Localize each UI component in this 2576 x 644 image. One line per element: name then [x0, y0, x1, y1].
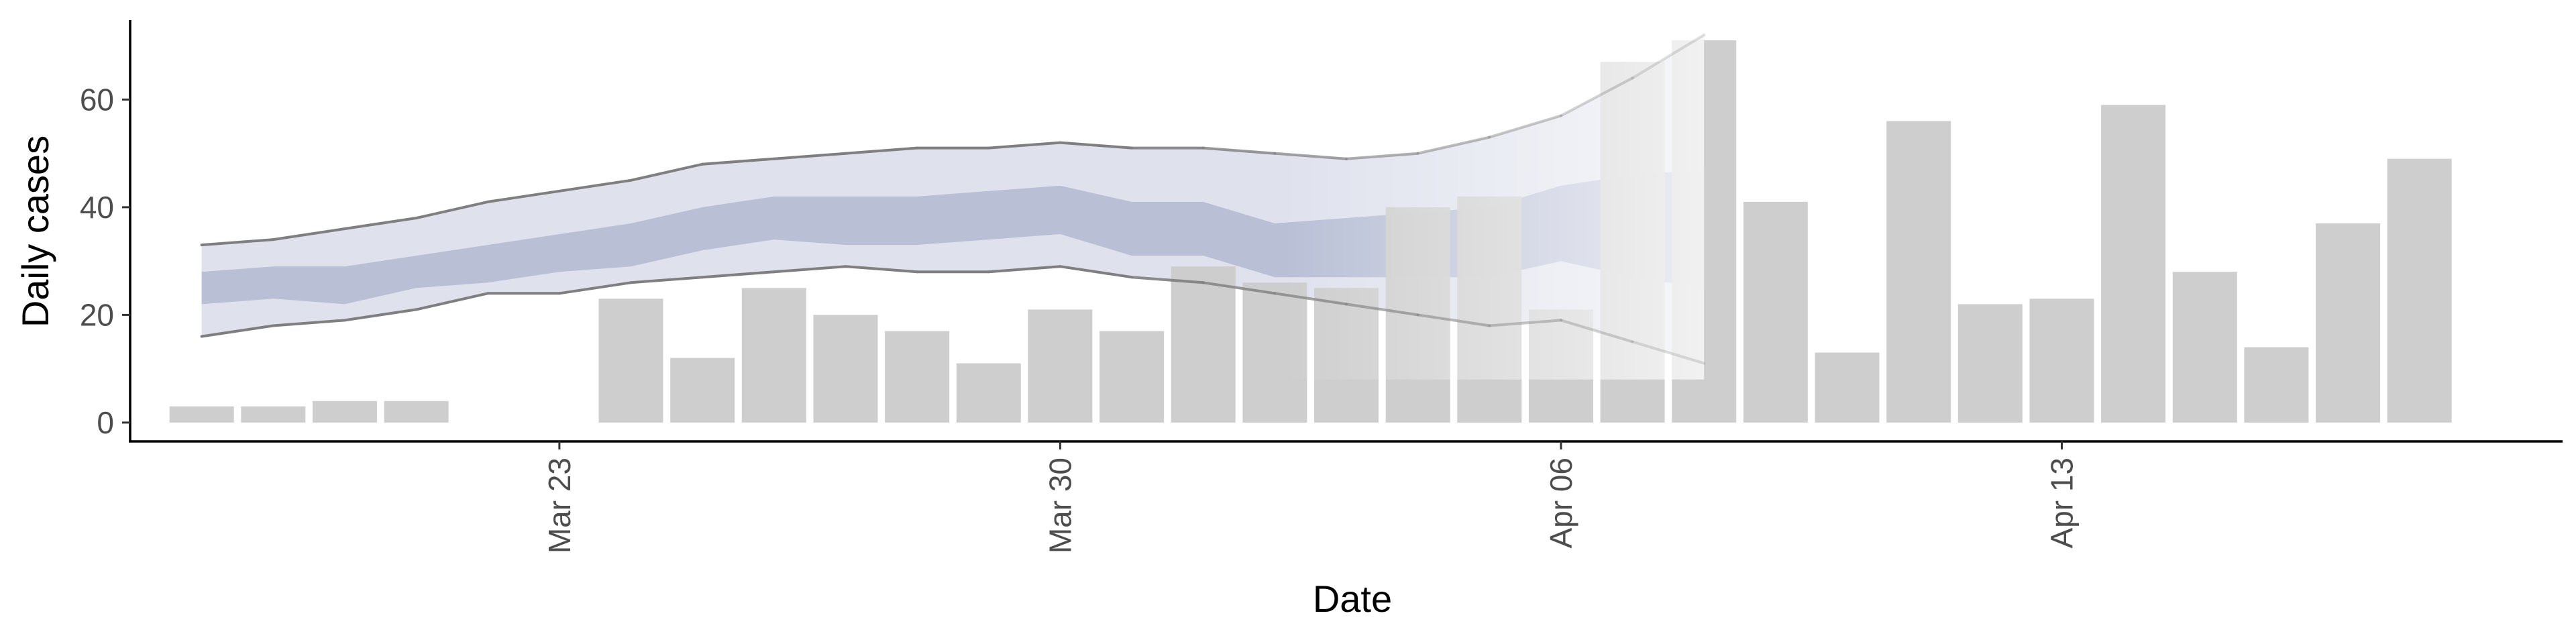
bar-2020-04-18	[2387, 158, 2452, 423]
lower-bound-line-segment	[701, 270, 775, 279]
lower-bound-line-segment	[272, 319, 346, 327]
lower-bound-line-segment	[772, 265, 847, 274]
lower-bound-line-segment	[1559, 319, 1634, 343]
lower-bound-line-segment	[1416, 313, 1491, 327]
bar-2020-04-11	[1886, 121, 1951, 423]
lower-bound-line-segment	[1130, 276, 1205, 284]
upper-bound-line-segment	[844, 146, 919, 155]
upper-bound-line-segment	[343, 217, 418, 230]
upper-bound-line-segment	[1488, 114, 1562, 139]
y-tick-label: 20	[80, 297, 114, 332]
y-ticks: 0 20 40 60	[80, 82, 130, 440]
bound-lines	[200, 34, 1706, 365]
upper-bound-line-segment	[1345, 152, 1419, 160]
upper-bound-line-segment	[987, 141, 1062, 150]
x-tick-label: Apr 06	[1544, 458, 1578, 549]
bar-2020-04-15	[2172, 272, 2237, 423]
upper-bound-line-segment	[701, 157, 775, 166]
upper-bound-line-segment	[772, 152, 847, 160]
lower-bound-line-segment	[1631, 340, 1706, 365]
x-ticks: Mar 23 Mar 30 Apr 06 Apr 13	[542, 441, 2080, 553]
upper-bound-line-segment	[1201, 146, 1277, 155]
bar-2020-03-19	[241, 406, 306, 423]
x-tick-label: Mar 23	[542, 458, 577, 553]
bar-2020-04-09	[1743, 201, 1808, 423]
bar-2020-04-12	[1957, 304, 2023, 423]
upper-bound-line-segment	[1273, 152, 1348, 160]
lower-bound-line-segment	[557, 281, 633, 295]
y-axis-title: Daily cases	[14, 136, 56, 327]
upper-bound-line-segment	[1559, 76, 1634, 117]
upper-bound-line-segment	[272, 227, 346, 241]
upper-bound-line-segment	[557, 178, 633, 193]
x-axis-title: Date	[1313, 578, 1392, 620]
upper-bound-line	[200, 34, 1706, 247]
lower-bound-line-segment	[1345, 303, 1419, 317]
lower-bound-line-segment	[343, 308, 418, 322]
x-tick-label: Mar 30	[1042, 458, 1077, 553]
lower-bound-line-segment	[1273, 292, 1348, 306]
y-tick-label: 40	[80, 190, 114, 225]
lower-bound-line-segment	[415, 292, 490, 311]
lower-bound-line-segment	[1201, 281, 1277, 295]
lower-bound-line-segment	[629, 276, 704, 284]
bar-2020-04-10	[1815, 352, 1880, 423]
bar-2020-03-18	[169, 406, 234, 423]
upper-bound-line-segment	[1416, 136, 1491, 155]
x-tick-label: Apr 13	[2045, 458, 2080, 549]
y-tick-label: 0	[97, 405, 114, 440]
bar-2020-04-16	[2244, 347, 2309, 423]
lower-bound-line-segment	[200, 324, 275, 338]
bar-2020-03-20	[313, 400, 377, 423]
upper-bound-line-segment	[1059, 141, 1134, 150]
lower-bound-line-segment	[1488, 319, 1562, 327]
upper-bound-line-segment	[629, 162, 704, 182]
upper-bound-line-segment	[200, 238, 275, 247]
lower-bound-line	[200, 265, 1706, 365]
axes	[129, 20, 2563, 443]
upper-bound-line-segment	[415, 200, 490, 219]
lower-bound-line-segment	[987, 265, 1062, 274]
bar-2020-04-17	[2316, 223, 2381, 423]
bar-2020-04-14	[2101, 105, 2166, 423]
upper-bound-line-segment	[486, 189, 561, 203]
upper-bound-line-segment	[1631, 34, 1706, 80]
lower-bound-line-segment	[1059, 265, 1134, 279]
y-tick-label: 60	[80, 82, 114, 117]
lower-bound-line-segment	[844, 265, 919, 274]
bar-2020-04-13	[2029, 299, 2094, 423]
bar-2020-03-21	[384, 400, 449, 423]
